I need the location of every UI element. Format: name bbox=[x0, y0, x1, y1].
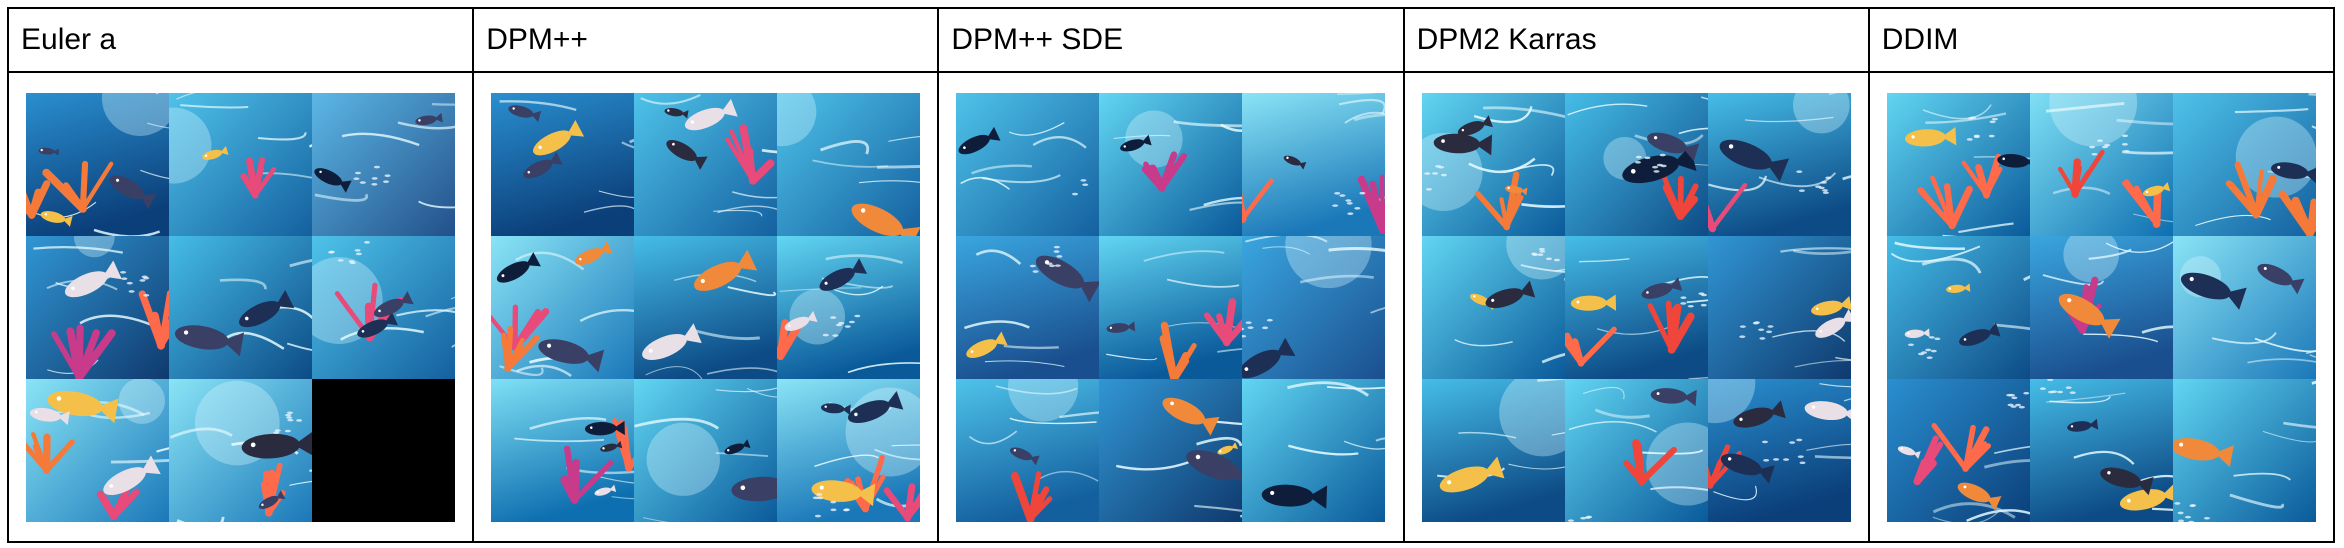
image-tile bbox=[1099, 378, 1243, 522]
image-tile bbox=[1421, 235, 1565, 379]
image-tile bbox=[2029, 378, 2173, 522]
image-grid-canvas bbox=[26, 92, 456, 522]
image-tile bbox=[491, 92, 635, 236]
image-tile bbox=[634, 235, 778, 379]
image-tile bbox=[2172, 92, 2316, 236]
image-grid-canvas bbox=[956, 92, 1386, 522]
image-cell-ddim bbox=[1867, 71, 2336, 543]
image-tile bbox=[169, 92, 313, 236]
image-grid-dpm-pp-sde bbox=[956, 92, 1386, 522]
image-grid-dpm-pp bbox=[491, 92, 921, 522]
image-tile bbox=[634, 92, 778, 236]
image-tile bbox=[1099, 92, 1243, 236]
image-cell-dpm-pp bbox=[472, 71, 940, 543]
image-tile bbox=[2172, 378, 2316, 522]
column-header-euler-a: Euler a bbox=[6, 7, 475, 73]
image-tile bbox=[2172, 235, 2316, 379]
image-tile bbox=[956, 235, 1100, 379]
image-grid-euler-a bbox=[26, 92, 456, 522]
image-tile bbox=[1099, 235, 1243, 379]
column-header-dpm2-karras: DPM2 Karras bbox=[1402, 7, 1870, 73]
image-tile bbox=[1564, 92, 1708, 236]
image-tile bbox=[777, 235, 921, 379]
image-tile bbox=[1564, 378, 1708, 522]
image-tile bbox=[1886, 378, 2030, 522]
column-header-dpm-pp: DPM++ bbox=[472, 7, 940, 73]
image-tile bbox=[26, 92, 170, 236]
image-tile bbox=[491, 378, 635, 522]
image-tile bbox=[1707, 235, 1851, 379]
image-tile bbox=[777, 378, 921, 522]
column-header-dpm-pp-sde: DPM++ SDE bbox=[937, 7, 1405, 73]
image-grid-canvas bbox=[1886, 92, 2316, 522]
image-tile bbox=[1421, 92, 1565, 236]
image-grid-canvas bbox=[1421, 92, 1851, 522]
image-grid-canvas bbox=[491, 92, 921, 522]
image-tile bbox=[956, 92, 1100, 236]
image-grid-ddim bbox=[1886, 92, 2316, 522]
image-tile bbox=[312, 378, 456, 522]
image-tile bbox=[1886, 92, 2030, 236]
image-tile bbox=[777, 92, 921, 236]
image-tile bbox=[2029, 235, 2173, 379]
image-tile bbox=[1707, 378, 1851, 522]
image-tile bbox=[1242, 235, 1386, 379]
image-tile bbox=[1242, 378, 1386, 522]
image-tile bbox=[169, 235, 313, 379]
image-tile bbox=[1707, 92, 1851, 236]
column-header-ddim: DDIM bbox=[1867, 7, 2336, 73]
image-tile bbox=[634, 378, 778, 522]
header-row: Euler a DPM++ DPM++ SDE DPM2 Karras DDIM bbox=[6, 7, 2336, 73]
image-row bbox=[6, 71, 2336, 543]
image-tile bbox=[312, 92, 456, 236]
sampler-comparison-table: Euler a DPM++ DPM++ SDE DPM2 Karras DDIM bbox=[6, 7, 2336, 543]
image-tile bbox=[169, 378, 313, 522]
image-grid-dpm2-karras bbox=[1421, 92, 1851, 522]
image-tile bbox=[1242, 92, 1386, 236]
image-tile bbox=[956, 378, 1100, 522]
image-tile bbox=[2029, 92, 2173, 236]
image-tile bbox=[1886, 235, 2030, 379]
image-cell-dpm-pp-sde bbox=[937, 71, 1405, 543]
image-tile bbox=[312, 235, 456, 379]
image-tile bbox=[491, 235, 635, 379]
image-tile bbox=[1421, 378, 1565, 522]
image-tile bbox=[26, 378, 170, 522]
image-tile bbox=[26, 235, 170, 379]
image-tile bbox=[1564, 235, 1708, 379]
image-cell-euler-a bbox=[6, 71, 475, 543]
image-cell-dpm2-karras bbox=[1402, 71, 1870, 543]
